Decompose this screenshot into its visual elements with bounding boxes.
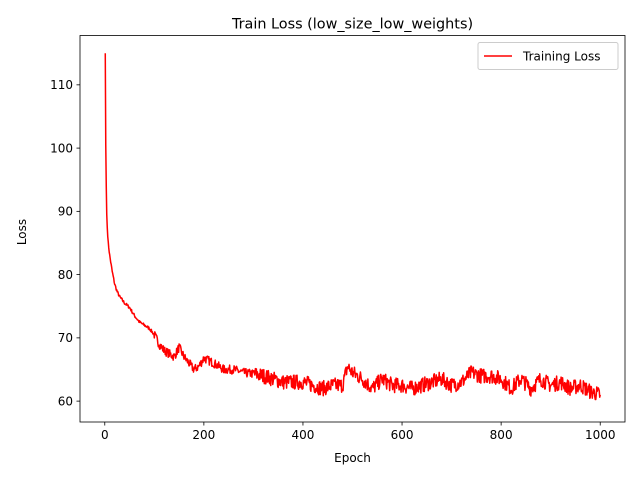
- y-tick-label: 60: [58, 394, 73, 408]
- y-tick-label: 110: [50, 78, 73, 92]
- training-loss-line: [104, 53, 601, 401]
- legend: Training Loss: [477, 42, 619, 70]
- x-axis-ticks: 0 200 400 600 800 1000: [101, 422, 616, 442]
- plot-frame: [79, 35, 626, 423]
- y-axis-label: Loss: [15, 219, 29, 245]
- x-tick-label: 0: [101, 428, 109, 442]
- y-tick-label: 100: [50, 141, 73, 155]
- x-tick-label: 1000: [585, 428, 616, 442]
- x-axis-label: Epoch: [334, 451, 371, 465]
- y-tick-label: 90: [58, 205, 73, 219]
- x-tick-label: 200: [192, 428, 215, 442]
- y-tick-label: 70: [58, 331, 73, 345]
- y-tick-label: 80: [58, 268, 73, 282]
- legend-label-training-loss: Training Loss: [522, 50, 600, 64]
- x-tick-label: 600: [391, 428, 414, 442]
- x-tick-label: 800: [490, 428, 513, 442]
- chart-title: Train Loss (low_size_low_weights): [231, 17, 473, 33]
- y-axis-ticks: 60 70 80 90 100 110: [50, 78, 80, 408]
- legend-box: [477, 42, 619, 70]
- x-tick-label: 400: [292, 428, 315, 442]
